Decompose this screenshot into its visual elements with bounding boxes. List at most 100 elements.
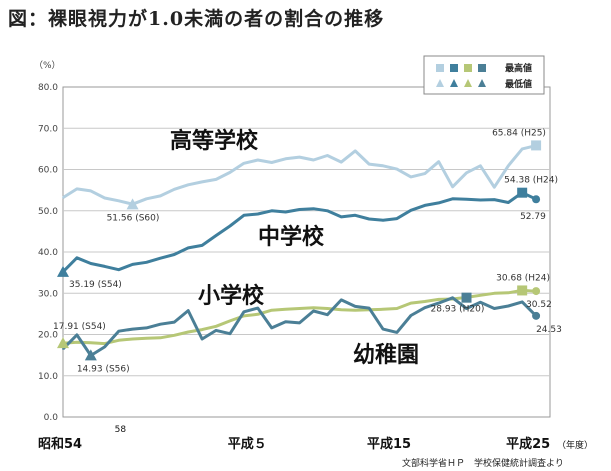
min-marker [126, 198, 139, 210]
y-tick-label: 30.0 [38, 289, 58, 299]
data-point [76, 341, 78, 344]
data-point [270, 309, 273, 312]
data-point [298, 156, 301, 159]
data-point [409, 176, 412, 178]
data-point [117, 268, 120, 271]
data-point [242, 315, 245, 317]
annotation-layer: 51.56 (S60) 65.84 (H25) 35.19 (S54) 54.38 (… [53, 128, 562, 374]
legend-triangle-marker [478, 79, 486, 87]
x-tick-label: 昭和54 [38, 436, 82, 452]
legend-square-marker [436, 64, 444, 72]
data-label: 30.68 (H24) [496, 273, 550, 283]
data-point [215, 325, 217, 328]
data-point [326, 307, 329, 310]
data-point [159, 257, 162, 260]
data-point [396, 307, 398, 310]
data-point [409, 314, 412, 317]
y-tick-label: 40.0 [38, 248, 58, 258]
y-tick-label: 70.0 [38, 124, 58, 134]
data-point [479, 199, 482, 201]
min-marker [84, 349, 97, 361]
data-point [437, 202, 440, 204]
data-label: 52.79 [520, 212, 546, 222]
data-point [242, 214, 245, 217]
max-marker [531, 140, 542, 151]
data-point [312, 306, 315, 309]
data-point [173, 334, 176, 337]
data-point [284, 211, 287, 213]
data-point [382, 328, 384, 331]
data-point [131, 263, 134, 266]
data-point [326, 209, 329, 212]
data-point [145, 337, 148, 340]
data-point [173, 321, 176, 324]
data-point [89, 262, 92, 265]
data-point [340, 161, 343, 163]
data-point [312, 310, 315, 312]
data-point [215, 234, 217, 237]
data-label: 51.56 (S60) [107, 213, 160, 223]
min-marker [57, 265, 69, 277]
last-marker [532, 311, 541, 320]
data-point [173, 253, 176, 256]
data-point [215, 329, 217, 332]
data-point [201, 180, 204, 183]
series-label-high-school: 高等学校 [170, 128, 259, 154]
data-point [507, 164, 510, 167]
data-point [229, 319, 231, 322]
data-point [396, 331, 398, 334]
data-point [298, 208, 301, 211]
data-point [326, 313, 329, 316]
data-point [451, 296, 454, 299]
data-label: 35.19 (S54) [69, 280, 122, 290]
last-marker [532, 287, 541, 296]
data-point [368, 307, 371, 309]
series-layer [61, 144, 538, 357]
data-point [451, 197, 454, 200]
series-label-junior-high: 中学校 [258, 224, 325, 250]
data-point [187, 246, 190, 249]
data-point [423, 204, 426, 207]
data-point [409, 209, 412, 212]
max-marker [517, 285, 528, 296]
data-point [76, 187, 78, 190]
data-label: 65.84 (H25) [492, 128, 546, 138]
data-point [507, 305, 510, 307]
legend-square-marker [464, 64, 472, 72]
data-point [521, 147, 524, 150]
data-point [396, 217, 398, 220]
data-point [493, 292, 496, 295]
data-point [201, 338, 204, 340]
data-point [145, 327, 148, 329]
legend: 最高値 最低値 [423, 55, 545, 95]
data-point [340, 298, 343, 301]
data-point [437, 302, 440, 305]
legend-square-marker [478, 64, 486, 72]
data-point [159, 323, 162, 326]
legend-triangle-marker [464, 79, 472, 87]
y-tick-label: 0.0 [44, 413, 59, 423]
data-point [256, 307, 259, 309]
x-axis-labels: 昭和54 58 平成５ 平成15 平成25 [38, 425, 550, 452]
data-point [437, 298, 440, 301]
data-point [354, 309, 357, 312]
data-point [409, 302, 412, 305]
data-point [131, 338, 134, 340]
legend-box [423, 55, 545, 95]
y-tick-label: 80.0 [38, 83, 58, 93]
max-marker [517, 187, 528, 198]
data-point [451, 185, 454, 188]
data-point [89, 190, 92, 192]
data-point [479, 294, 482, 297]
data-point [382, 308, 384, 311]
data-point [465, 171, 468, 174]
data-point [229, 225, 231, 227]
data-point [256, 313, 259, 316]
title-prefix: 図： [8, 8, 49, 30]
data-point [507, 291, 510, 294]
max-marker [461, 292, 472, 303]
data-point [201, 244, 204, 247]
data-point [187, 183, 190, 186]
data-point [368, 218, 371, 220]
data-point [229, 171, 231, 174]
